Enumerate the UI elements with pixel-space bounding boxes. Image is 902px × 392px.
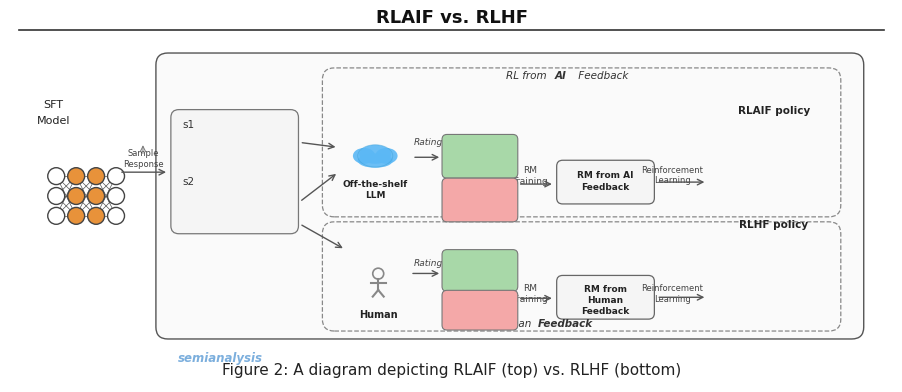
Text: Reinforcement: Reinforcement xyxy=(640,284,703,293)
Text: Feedback: Feedback xyxy=(574,71,627,81)
Circle shape xyxy=(107,207,124,224)
Text: Training: Training xyxy=(511,295,547,304)
Text: RLHF policy: RLHF policy xyxy=(739,220,807,230)
Circle shape xyxy=(735,303,751,319)
Circle shape xyxy=(48,207,65,224)
Circle shape xyxy=(795,149,812,166)
Circle shape xyxy=(775,263,792,280)
Circle shape xyxy=(68,187,85,205)
Circle shape xyxy=(48,187,65,205)
Circle shape xyxy=(795,283,812,300)
Text: Learning: Learning xyxy=(653,295,690,304)
Text: Response: Response xyxy=(123,160,163,169)
Circle shape xyxy=(87,187,105,205)
Text: AI: AI xyxy=(554,71,566,81)
Circle shape xyxy=(775,189,792,205)
Text: Feedback: Feedback xyxy=(581,307,629,316)
Text: SFT: SFT xyxy=(43,100,63,110)
FancyBboxPatch shape xyxy=(556,160,654,204)
Text: Training: Training xyxy=(511,177,547,185)
Circle shape xyxy=(735,263,751,280)
FancyBboxPatch shape xyxy=(442,290,517,330)
Ellipse shape xyxy=(357,154,392,168)
Circle shape xyxy=(775,303,792,319)
Circle shape xyxy=(755,169,771,185)
Text: Model: Model xyxy=(36,116,69,125)
Circle shape xyxy=(795,169,812,185)
Circle shape xyxy=(735,283,751,300)
Text: RM: RM xyxy=(522,166,536,175)
Text: Reinforcement: Reinforcement xyxy=(640,166,703,175)
Text: r2: r2 xyxy=(452,189,462,199)
Text: r2: r2 xyxy=(452,298,462,308)
Text: Learning: Learning xyxy=(653,176,690,185)
Circle shape xyxy=(775,169,792,185)
Text: Rating: Rating xyxy=(413,138,442,147)
Ellipse shape xyxy=(375,148,397,164)
Text: Feedback: Feedback xyxy=(537,319,593,329)
Circle shape xyxy=(735,189,751,205)
Circle shape xyxy=(755,149,771,166)
FancyBboxPatch shape xyxy=(442,178,517,222)
Circle shape xyxy=(107,168,124,185)
Text: Off-the-shelf: Off-the-shelf xyxy=(342,180,408,189)
Circle shape xyxy=(48,168,65,185)
FancyBboxPatch shape xyxy=(442,250,517,291)
Text: Figure 2: A diagram depicting RLAIF (top) vs. RLHF (bottom): Figure 2: A diagram depicting RLAIF (top… xyxy=(222,363,680,378)
FancyBboxPatch shape xyxy=(442,134,517,178)
Circle shape xyxy=(735,149,751,166)
Circle shape xyxy=(795,189,812,205)
Circle shape xyxy=(795,303,812,319)
Circle shape xyxy=(755,263,771,280)
Text: RL from: RL from xyxy=(505,71,549,81)
Circle shape xyxy=(68,168,85,185)
Circle shape xyxy=(735,169,751,185)
Circle shape xyxy=(87,207,105,224)
Text: Feedback: Feedback xyxy=(581,183,629,192)
Text: RL from Human: RL from Human xyxy=(449,319,534,329)
Text: Rating: Rating xyxy=(413,259,442,268)
Text: r1: r1 xyxy=(452,145,462,155)
FancyBboxPatch shape xyxy=(170,110,299,234)
Text: s1: s1 xyxy=(182,120,195,129)
Circle shape xyxy=(755,283,771,300)
Text: Human: Human xyxy=(358,310,397,320)
Text: RLAIF policy: RLAIF policy xyxy=(737,105,809,116)
Circle shape xyxy=(87,168,105,185)
FancyBboxPatch shape xyxy=(556,276,654,319)
Text: Sample: Sample xyxy=(127,149,159,158)
Text: semianalysis: semianalysis xyxy=(178,352,262,365)
Circle shape xyxy=(795,263,812,280)
Circle shape xyxy=(775,149,792,166)
Ellipse shape xyxy=(353,148,375,164)
Text: Human: Human xyxy=(587,296,623,305)
Text: RLAIF vs. RLHF: RLAIF vs. RLHF xyxy=(375,9,527,27)
Text: RM from: RM from xyxy=(584,285,626,294)
Circle shape xyxy=(68,207,85,224)
Text: RM from AI: RM from AI xyxy=(576,171,633,180)
Circle shape xyxy=(775,283,792,300)
Text: s2: s2 xyxy=(182,177,195,187)
FancyBboxPatch shape xyxy=(156,53,863,339)
Circle shape xyxy=(755,189,771,205)
Ellipse shape xyxy=(359,145,391,164)
Text: LLM: LLM xyxy=(364,191,385,200)
Circle shape xyxy=(755,303,771,319)
Circle shape xyxy=(107,187,124,205)
Text: r1: r1 xyxy=(452,260,462,270)
Text: RM: RM xyxy=(522,284,536,293)
